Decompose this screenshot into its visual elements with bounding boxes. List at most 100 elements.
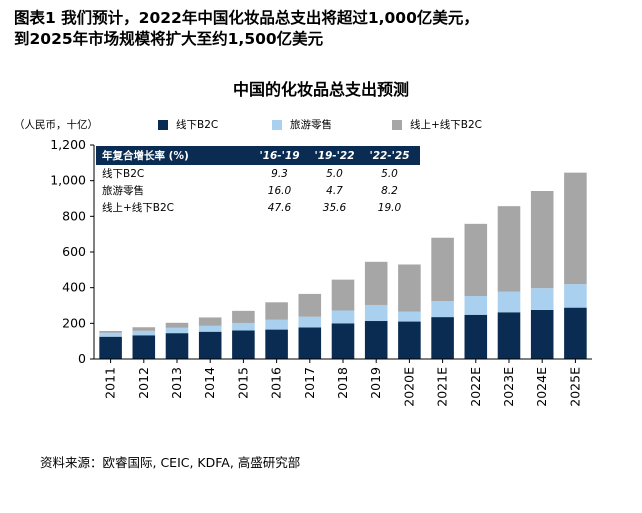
x-tick-label: 2011	[103, 367, 118, 399]
bar-segment-online	[132, 327, 156, 331]
cagr-table-header: 年复合增长率 (%) '16-'19 '19-'22 '22-'25	[96, 146, 420, 165]
legend-label-travel: 旅游零售	[290, 119, 332, 131]
y-tick-label: 200	[62, 315, 86, 330]
bar-segment-offline	[464, 314, 488, 359]
bar-segment-online	[298, 293, 322, 317]
chart-title: 中国的化妆品总支出预测	[232, 80, 409, 99]
x-tick-label: 2021E	[435, 367, 450, 407]
bar-segment-online	[198, 317, 222, 326]
bar-segment-online	[265, 302, 288, 320]
bar-segment-online	[331, 279, 355, 311]
bar-segment-travel	[99, 332, 122, 337]
cagr-row-label: 线下B2C	[102, 168, 145, 180]
bar-segment-offline	[497, 312, 521, 359]
bar-segment-travel	[198, 325, 222, 332]
bar-segment-travel	[564, 284, 587, 308]
bar-segment-online	[564, 172, 587, 285]
bar-segment-travel	[497, 291, 521, 313]
cagr-col-header: '22-'25	[369, 149, 410, 162]
bar-segment-travel	[431, 301, 454, 318]
legend-label-offline: 线下B2C	[176, 119, 219, 131]
bar-segment-online	[497, 206, 521, 292]
bar-segment-travel	[165, 327, 189, 334]
bar-segment-online	[431, 237, 454, 302]
bar-segment-offline	[232, 330, 255, 359]
legend-item-online: 线上+线下B2C	[392, 117, 482, 132]
cagr-col-header: '16-'19	[259, 149, 300, 162]
bar-segment-online	[398, 264, 421, 312]
cagr-table-title: 年复合增长率 (%)	[102, 150, 189, 162]
legend-swatch-travel	[272, 119, 282, 130]
bar-segment-offline	[165, 333, 189, 359]
bar-segment-online	[232, 310, 255, 323]
bar-segment-offline	[265, 329, 288, 359]
bar-segment-online	[464, 223, 488, 297]
x-tick-label: 2025E	[567, 367, 582, 407]
cagr-table: 年复合增长率 (%) '16-'19 '19-'22 '22-'25 线下B2C…	[96, 146, 420, 216]
x-tick-label: 2015	[235, 367, 250, 399]
bar-segment-online	[165, 322, 189, 328]
bar-segment-travel	[464, 296, 488, 315]
cagr-col-header: '19-'22	[314, 149, 355, 162]
x-tick-label: 2017	[302, 367, 317, 399]
bar-segment-offline	[530, 309, 554, 359]
bar-segment-offline	[364, 321, 388, 359]
figure-title: 图表1 我们预计，2022年中国化妆品总支出将超过1,000亿美元， 到2025…	[14, 8, 634, 50]
legend-swatch-offline	[158, 119, 168, 130]
x-tick-label: 2024E	[534, 367, 549, 407]
bar-segment-travel	[265, 319, 288, 330]
cagr-row-label: 旅游零售	[102, 185, 144, 197]
bar-segment-offline	[564, 307, 587, 359]
legend-label-online: 线上+线下B2C	[410, 119, 483, 131]
x-tick-label: 2019	[368, 367, 383, 399]
cagr-value: 4.7	[326, 184, 343, 197]
bar-segment-offline	[431, 317, 454, 359]
y-tick-label: 1,000	[50, 173, 86, 188]
cagr-value: 5.0	[381, 167, 398, 180]
bar-segment-offline	[298, 327, 322, 359]
cagr-value: 8.2	[381, 184, 398, 197]
cagr-value: 19.0	[377, 201, 402, 214]
legend-item-offline: 线下B2C	[158, 117, 218, 132]
x-tick-label: 2013	[169, 367, 184, 399]
bar-segment-travel	[398, 311, 421, 322]
y-tick-label: 0	[78, 351, 86, 366]
cagr-row-label: 线上+线下B2C	[102, 202, 175, 214]
source-note: 资料来源：欧睿国际, CEIC, KDFA, 高盛研究部	[40, 455, 301, 470]
bar-segment-travel	[530, 288, 554, 310]
bar-segment-online	[364, 261, 388, 305]
cagr-value: 9.3	[271, 167, 288, 180]
cagr-row-travel: 旅游零售 16.0 4.7 8.2	[96, 182, 420, 199]
y-axis-unit-label: （人民币，十亿）	[14, 119, 98, 131]
cagr-value: 47.6	[267, 201, 292, 214]
bar-segment-travel	[298, 316, 322, 328]
legend-swatch-online	[392, 119, 402, 130]
cagr-row-online: 线上+线下B2C 47.6 35.6 19.0	[96, 199, 420, 216]
cagr-row-offline: 线下B2C 9.3 5.0 5.0	[96, 165, 420, 182]
bar-segment-travel	[132, 330, 156, 336]
cagr-value: 16.0	[267, 184, 292, 197]
bar-segment-offline	[99, 336, 122, 359]
x-tick-label: 2018	[335, 367, 350, 399]
cagr-value: 35.6	[322, 201, 347, 214]
bar-segment-offline	[132, 335, 156, 359]
y-tick-label: 800	[62, 208, 86, 223]
figure-title-line1: 图表1 我们预计，2022年中国化妆品总支出将超过1,000亿美元，	[14, 9, 479, 27]
bar-segment-online	[99, 331, 122, 333]
x-tick-label: 2022E	[468, 367, 483, 407]
bar-segment-online	[530, 191, 554, 289]
bar-segment-travel	[232, 322, 255, 331]
x-tick-label: 2020E	[401, 367, 416, 407]
bar-segment-offline	[198, 331, 222, 359]
bar-segment-offline	[331, 323, 355, 359]
cagr-value: 5.0	[326, 167, 343, 180]
x-tick-label: 2014	[202, 367, 217, 399]
y-tick-label: 600	[62, 244, 86, 259]
y-tick-label: 1,200	[50, 137, 86, 152]
figure-title-line2: 到2025年市场规模将扩大至约1,500亿美元	[14, 30, 324, 48]
x-tick-label: 2016	[269, 367, 284, 399]
x-tick-label: 2023E	[501, 367, 516, 407]
y-tick-label: 400	[62, 280, 86, 295]
x-tick-label: 2012	[136, 367, 151, 399]
